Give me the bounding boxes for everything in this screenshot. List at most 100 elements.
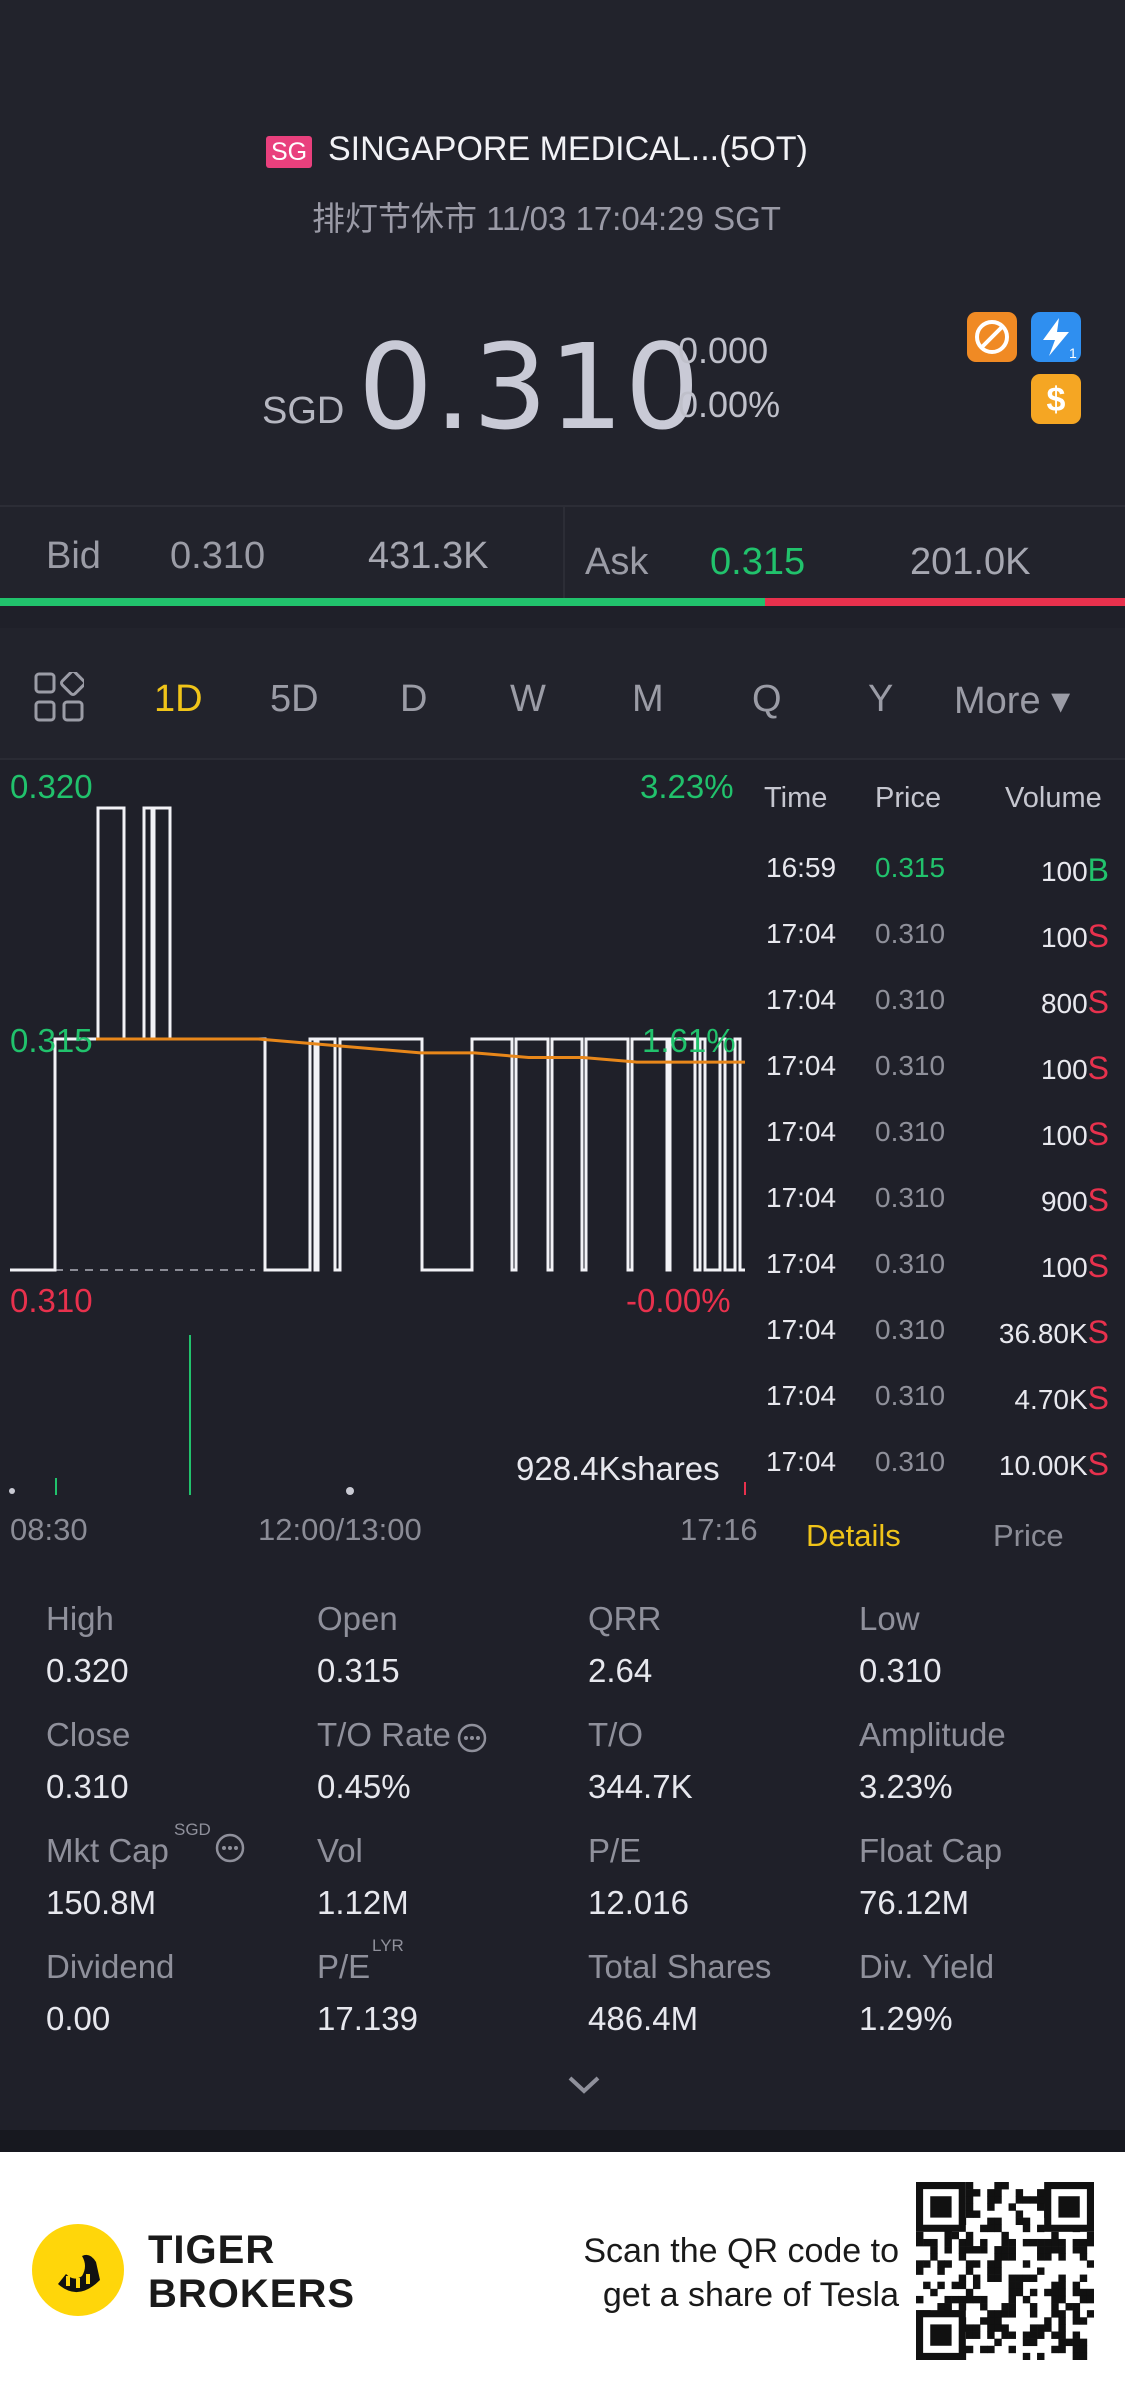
- svg-text:1: 1: [1069, 345, 1077, 361]
- period-tabs: 1D 5D D W M Q Y More ▾: [0, 628, 1125, 760]
- trade-price: 0.310: [875, 1248, 946, 1279]
- trade-price: 0.315: [875, 852, 946, 883]
- to-rate-info-icon[interactable]: [456, 1722, 488, 1759]
- brand-line-1: TIGER: [148, 2228, 276, 2272]
- quote-header: SG SINGAPORE MEDICAL...(5OT) 排灯节休市 11/03…: [0, 0, 1125, 505]
- bid-label: Bid: [46, 535, 101, 577]
- trade-side: B: [1087, 852, 1109, 888]
- x-axis-end: 17:16: [680, 1512, 758, 1547]
- stat-label: Vol: [317, 1832, 363, 1869]
- trade-volume-value: 100: [1040, 856, 1088, 887]
- brand-line-2: BROKERS: [148, 2272, 356, 2316]
- trade-volume: 100S: [1041, 1248, 1109, 1285]
- stat-value: 344.7K: [588, 1768, 693, 1805]
- trade-volume: 100S: [1041, 918, 1109, 955]
- price-line: [10, 806, 745, 1272]
- trade-time: 17:04: [766, 1380, 837, 1411]
- pe-lyr-sup: LYR: [372, 1936, 404, 1955]
- stat-value: 17.139: [317, 2000, 418, 2037]
- trade-price: 0.310: [875, 1446, 946, 1477]
- lightning-icon[interactable]: 1: [1031, 312, 1081, 362]
- mkt-cap-info-icon[interactable]: [214, 1832, 246, 1869]
- bid-price: 0.310: [170, 535, 266, 577]
- trades-header-time: Time: [764, 782, 828, 814]
- stat-label: P/E: [588, 1832, 642, 1869]
- trade-volume-value: 10.00K: [998, 1450, 1088, 1481]
- qr-code-icon[interactable]: [916, 2182, 1095, 2365]
- trade-side: S: [1087, 1380, 1109, 1416]
- trade-price: 0.310: [875, 1116, 946, 1147]
- ask-volume-bar: [765, 598, 1125, 606]
- trade-volume-value: 100: [1040, 922, 1088, 953]
- stat-label: T/O Rate: [317, 1716, 451, 1753]
- volume-total-label: 928.4Kshares: [512, 1450, 724, 1488]
- tab-details[interactable]: Details: [806, 1518, 901, 1553]
- stat-value: 0.310: [859, 1652, 942, 1689]
- no-short-icon[interactable]: [967, 312, 1017, 362]
- intraday-chart-svg: [9, 806, 746, 1495]
- qr-caption-line-2: get a share of Tesla: [602, 2276, 899, 2314]
- stock-name[interactable]: SINGAPORE MEDICAL...(5OT): [328, 130, 808, 168]
- trade-volume: 800S: [1041, 984, 1109, 1021]
- trade-price: 0.310: [875, 1050, 946, 1081]
- stat-label: Float Cap: [859, 1832, 1003, 1869]
- stat-label: Amplitude: [859, 1716, 1006, 1753]
- pct-label-bottom: -0.00%: [626, 1282, 731, 1319]
- pct-label-mid: 1.61%: [642, 1022, 736, 1059]
- expand-chevron-icon[interactable]: [566, 2072, 602, 2101]
- tab-w[interactable]: W: [510, 678, 546, 720]
- pct-label-top: 3.23%: [640, 768, 734, 805]
- tab-more[interactable]: More ▾: [954, 680, 1071, 722]
- price-change-pct: 0.00%: [678, 384, 781, 425]
- tab-5d[interactable]: 5D: [270, 678, 319, 720]
- stat-label: Div. Yield: [859, 1948, 995, 1985]
- trade-price: 0.310: [875, 918, 946, 949]
- stat-value: 2.64: [588, 1652, 653, 1689]
- y-label-bottom: 0.310: [10, 1282, 93, 1319]
- stat-label: Dividend: [46, 1948, 175, 1985]
- trade-time: 17:04: [766, 1050, 837, 1081]
- dollar-icon[interactable]: $: [1031, 374, 1081, 424]
- tab-price[interactable]: Price: [993, 1518, 1064, 1553]
- last-price: 0.310: [358, 318, 701, 456]
- stat-label: Open: [317, 1600, 398, 1637]
- trades-header-volume: Volume: [1005, 782, 1102, 814]
- x-axis-start: 08:30: [10, 1512, 88, 1547]
- trade-volume: 900S: [1041, 1182, 1109, 1219]
- stat-value: 12.016: [588, 1884, 689, 1921]
- trade-price: 0.310: [875, 1380, 946, 1411]
- stat-value: 1.12M: [317, 1884, 409, 1921]
- trade-side: S: [1087, 1116, 1109, 1152]
- stat-label: P/E: [317, 1948, 371, 1985]
- trade-time: 17:04: [766, 918, 837, 949]
- market-badge: SG: [266, 136, 312, 168]
- ask-price: 0.315: [710, 541, 806, 583]
- stat-value: 0.45%: [317, 1768, 411, 1805]
- trade-volume: 100S: [1041, 1050, 1109, 1087]
- tab-1d[interactable]: 1D: [154, 678, 203, 720]
- trade-side: S: [1087, 1050, 1109, 1086]
- trade-volume-value: 36.80K: [998, 1318, 1088, 1349]
- market-status: 排灯节休市 11/03 17:04:29 SGT: [312, 200, 781, 237]
- trade-time: 17:04: [766, 1314, 837, 1345]
- y-label-top: 0.320: [10, 768, 93, 805]
- stat-label: High: [46, 1600, 114, 1637]
- trade-volume-value: 100: [1040, 1054, 1088, 1085]
- stat-value: 486.4M: [588, 2000, 699, 2037]
- trade-volume-value: 800: [1040, 988, 1088, 1019]
- trade-time: 17:04: [766, 1248, 837, 1279]
- tab-y[interactable]: Y: [868, 678, 894, 720]
- trade-volume: 4.70KS: [1014, 1380, 1109, 1417]
- stat-value: 76.12M: [859, 1884, 970, 1921]
- stat-value: 1.29%: [859, 2000, 953, 2037]
- tab-m[interactable]: M: [632, 678, 664, 720]
- intraday-chart[interactable]: [0, 760, 760, 1540]
- grid-layout-icon[interactable]: [34, 670, 86, 727]
- tiger-logo-icon: [30, 2222, 126, 2323]
- tab-d[interactable]: D: [400, 678, 428, 720]
- trade-side: S: [1087, 1182, 1109, 1218]
- trade-time: 17:04: [766, 984, 837, 1015]
- trade-side: S: [1087, 1314, 1109, 1350]
- tab-q[interactable]: Q: [752, 678, 782, 720]
- stat-label: Mkt Cap: [46, 1832, 169, 1869]
